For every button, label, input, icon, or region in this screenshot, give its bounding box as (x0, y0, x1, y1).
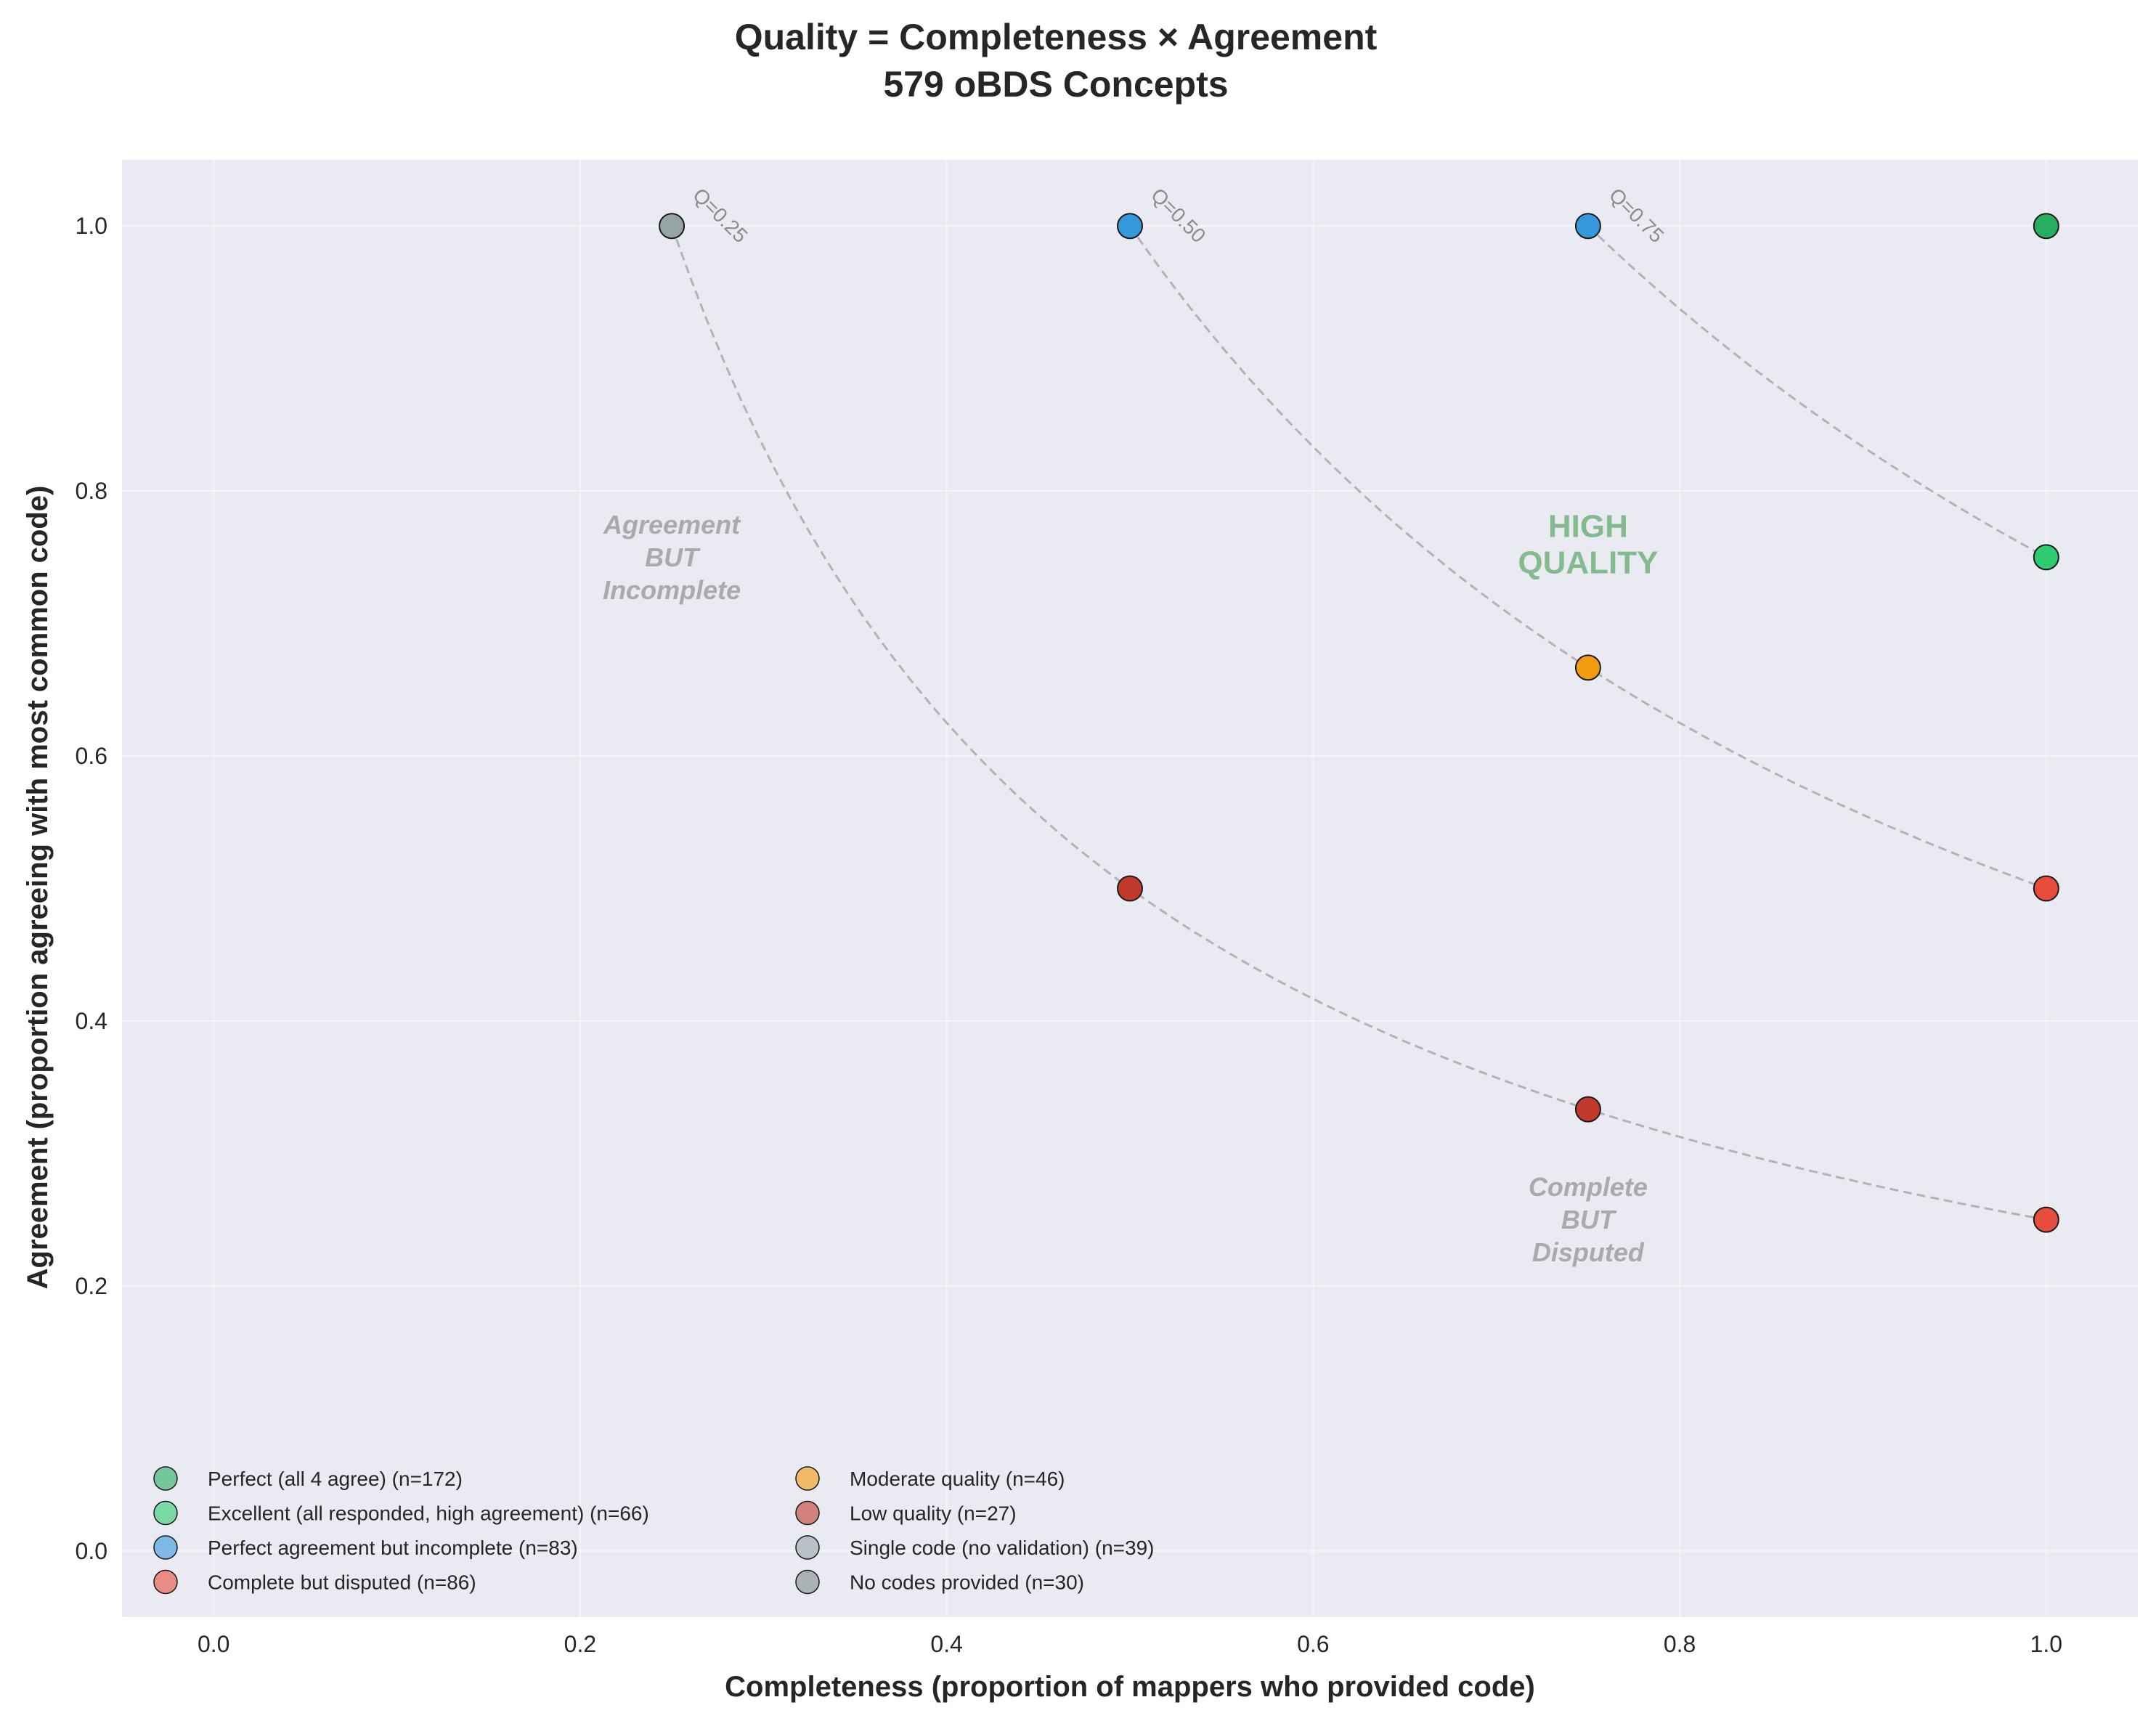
legend-item: Single code (no validation) (n=39) (795, 1535, 1154, 1560)
legend-label: Excellent (all responded, high agreement… (208, 1502, 649, 1525)
annotation-text: HIGH (1548, 509, 1628, 545)
data-point (1574, 1096, 1601, 1123)
grid (122, 160, 2138, 1617)
y-tick-label: 0.0 (76, 1538, 107, 1564)
legend-marker (795, 1569, 820, 1595)
legend-label: Perfect (all 4 agree) (n=172) (208, 1468, 463, 1490)
x-tick-label: 0.2 (564, 1631, 596, 1657)
legend-label: Moderate quality (n=46) (850, 1468, 1065, 1490)
x-tick-label: 0.0 (198, 1631, 229, 1657)
legend-label: No codes provided (n=30) (850, 1571, 1084, 1594)
legend-label: Perfect agreement but incomplete (n=83) (208, 1537, 578, 1559)
legend: Perfect (all 4 agree) (n=172) Excellent (… (153, 1466, 1154, 1595)
x-axis-ticks: 0.0 0.2 0.4 0.6 0.8 1.0 (198, 1631, 2062, 1657)
data-point (659, 213, 686, 240)
legend-item: Perfect (all 4 agree) (n=172) (153, 1466, 463, 1491)
data-point (1574, 213, 1601, 240)
data-point (1117, 213, 1143, 240)
legend-item: Low quality (n=27) (795, 1500, 1017, 1526)
data-points (659, 213, 2059, 1233)
annotation-text: QUALITY (1518, 545, 1658, 581)
annotation-text: Incomplete (603, 575, 741, 605)
annotation-text: BUT (645, 542, 701, 572)
x-axis-label: Completeness (proportion of mappers who … (725, 1671, 1535, 1703)
data-point (1117, 875, 1143, 902)
data-point (2033, 544, 2059, 571)
iso-curve (1587, 225, 2047, 558)
y-tick-label: 0.4 (76, 1008, 107, 1034)
legend-marker (795, 1466, 820, 1491)
iso-curve (670, 225, 2047, 1221)
legend-item: Excellent (all responded, high agreement… (153, 1500, 649, 1526)
legend-marker (153, 1535, 178, 1560)
legend-label: Complete but disputed (n=86) (208, 1571, 476, 1594)
legend-item: Perfect agreement but incomplete (n=83) (153, 1535, 578, 1560)
legend-marker (153, 1466, 178, 1491)
x-tick-label: 0.4 (930, 1631, 962, 1657)
data-point (1574, 654, 1601, 681)
annotation-text: BUT (1561, 1205, 1617, 1234)
legend-marker (795, 1535, 820, 1560)
data-point (2033, 213, 2059, 240)
y-tick-label: 0.8 (76, 478, 107, 504)
legend-label: Low quality (n=27) (850, 1502, 1017, 1525)
legend-label: Single code (no validation) (n=39) (850, 1537, 1154, 1559)
legend-item: No codes provided (n=30) (795, 1569, 1084, 1595)
data-point (2033, 1206, 2059, 1233)
y-tick-label: 1.0 (76, 213, 107, 239)
legend-item: Complete but disputed (n=86) (153, 1569, 476, 1595)
y-axis-ticks: 0.0 0.2 0.4 0.6 0.8 1.0 (76, 213, 107, 1564)
x-tick-label: 0.6 (1297, 1631, 1329, 1657)
y-tick-label: 0.2 (76, 1273, 107, 1299)
legend-marker (795, 1500, 820, 1526)
annotation-text: Agreement (603, 510, 741, 540)
x-tick-label: 0.8 (1664, 1631, 1696, 1657)
legend-marker (153, 1500, 178, 1526)
y-axis-label: Agreement (proportion agreeing with most… (22, 486, 54, 1290)
y-tick-label: 0.6 (76, 743, 107, 769)
region-annotations: AgreementBUTIncompleteHIGHQUALITYComplet… (603, 509, 1658, 1268)
legend-item: Moderate quality (n=46) (795, 1466, 1065, 1491)
chart-title: Quality = Completeness × Agreement (735, 17, 1378, 57)
annotation-text: Disputed (1532, 1237, 1645, 1267)
annotation-text: Complete (1529, 1172, 1648, 1202)
data-point (2033, 875, 2059, 902)
legend-marker (153, 1569, 178, 1595)
chart-subtitle: 579 oBDS Concepts (883, 64, 1228, 105)
x-tick-label: 1.0 (2030, 1631, 2062, 1657)
